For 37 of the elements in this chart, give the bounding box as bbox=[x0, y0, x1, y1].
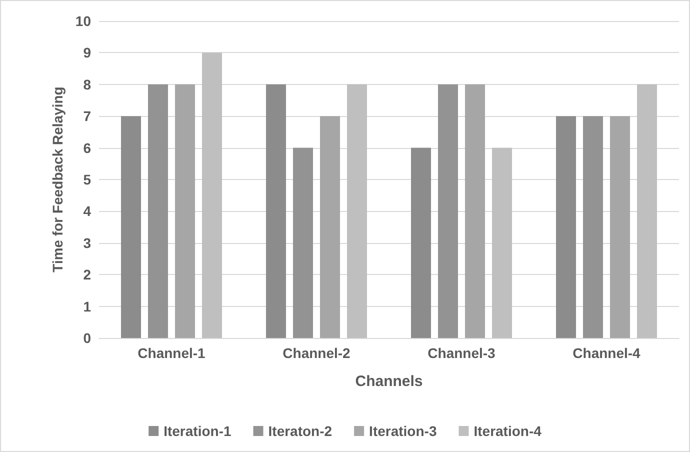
y-tick-label: 5 bbox=[83, 172, 92, 188]
bar bbox=[347, 84, 367, 338]
legend-label: Iteration-1 bbox=[164, 423, 232, 439]
bar bbox=[492, 148, 512, 338]
legend-label: Iteraton-2 bbox=[268, 423, 332, 439]
x-tick-label: Channel-4 bbox=[572, 345, 641, 361]
bar bbox=[320, 116, 340, 338]
legend-label: Iteration-3 bbox=[369, 423, 437, 439]
x-tick-label: Channel-3 bbox=[428, 345, 496, 361]
y-tick-label: 6 bbox=[83, 140, 92, 156]
y-tick-label: 3 bbox=[83, 234, 92, 251]
y-tick-label: 2 bbox=[83, 266, 92, 283]
y-axis-title: Time for Feedback Relaying bbox=[50, 86, 66, 272]
y-tick-label: 9 bbox=[83, 44, 92, 61]
y-tick-label: 4 bbox=[83, 203, 92, 220]
x-tick-label: Channel-1 bbox=[138, 345, 206, 361]
bar bbox=[121, 116, 141, 338]
y-tick-label: 7 bbox=[83, 108, 92, 124]
legend-label: Iteration-4 bbox=[474, 423, 542, 439]
x-tick-label: Channel-2 bbox=[282, 345, 351, 361]
y-tick-label: 0 bbox=[83, 330, 92, 346]
y-tick-label: 1 bbox=[83, 298, 92, 314]
bar bbox=[465, 84, 485, 338]
bar bbox=[202, 52, 222, 338]
bar bbox=[411, 148, 431, 338]
bar bbox=[637, 84, 657, 338]
bar bbox=[293, 148, 313, 338]
bar bbox=[175, 84, 195, 338]
x-axis-title: Channels bbox=[355, 373, 423, 390]
bar bbox=[556, 116, 576, 338]
y-tick-label: 8 bbox=[83, 76, 92, 92]
bar bbox=[148, 84, 168, 338]
bar bbox=[583, 116, 603, 338]
y-tick-label: 10 bbox=[75, 13, 92, 29]
bar bbox=[438, 84, 458, 338]
bar bbox=[610, 116, 630, 338]
bar bbox=[266, 84, 286, 338]
